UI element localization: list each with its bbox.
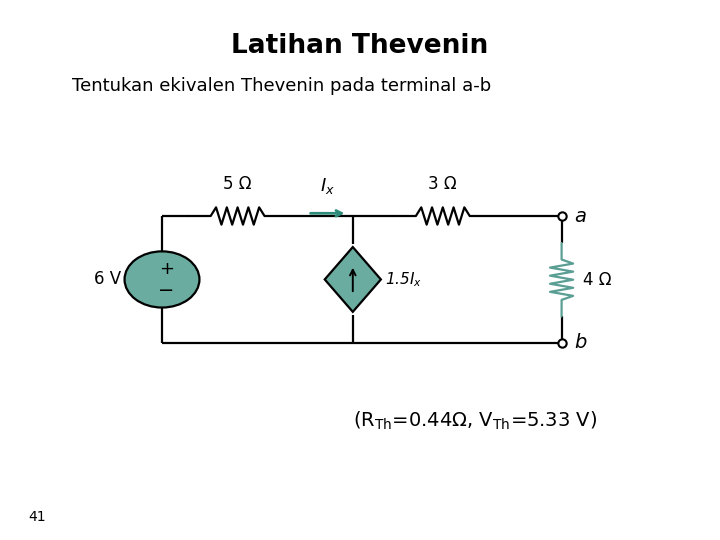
Text: 4 Ω: 4 Ω [583,271,612,289]
Text: 3 Ω: 3 Ω [428,176,457,193]
Text: $I_x$: $I_x$ [320,176,335,197]
Text: +: + [159,260,174,278]
Polygon shape [325,247,381,312]
Text: 1.5$I_x$: 1.5$I_x$ [385,270,423,289]
Text: Latihan Thevenin: Latihan Thevenin [231,33,489,59]
Text: 41: 41 [29,510,46,524]
Text: −: − [158,281,174,300]
Text: 5 Ω: 5 Ω [223,176,252,193]
Circle shape [125,252,199,307]
Text: (R$_{\mathregular{Th}}$=0.44$\Omega$, V$_{\mathregular{Th}}$=5.33 V): (R$_{\mathregular{Th}}$=0.44$\Omega$, V$… [353,410,598,433]
Text: b: b [575,333,587,353]
Text: a: a [575,206,587,226]
Text: 6 V: 6 V [94,271,122,288]
Text: Tentukan ekivalen Thevenin pada terminal a-b: Tentukan ekivalen Thevenin pada terminal… [72,77,491,96]
